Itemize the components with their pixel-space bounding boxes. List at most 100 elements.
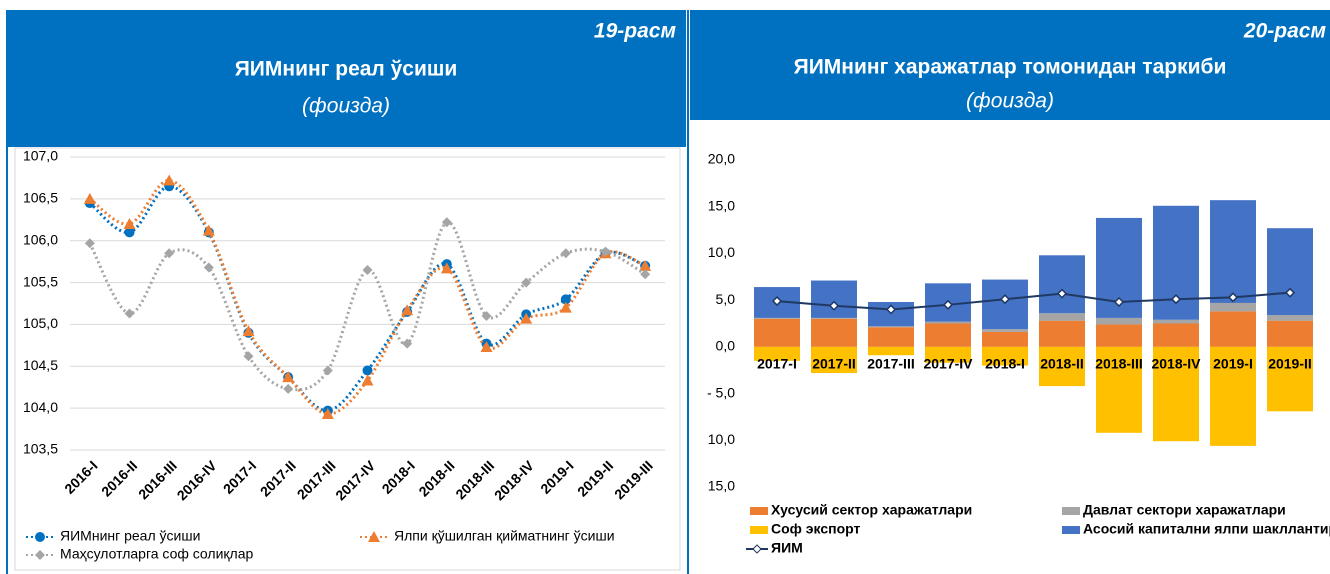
marker: [242, 325, 255, 337]
marker: [639, 259, 652, 271]
bar: [1039, 320, 1085, 347]
bar: [982, 331, 1028, 347]
marker: [999, 294, 1011, 305]
y-tick-label: 15,0: [708, 478, 735, 494]
series-line: [88, 220, 646, 392]
x-tick-label: 2016-I: [61, 457, 100, 496]
marker: [361, 374, 374, 386]
bar: [1039, 313, 1085, 321]
marker: [440, 262, 453, 274]
bar: [811, 346, 857, 374]
bar: [1267, 315, 1313, 321]
bar: [754, 346, 800, 361]
y-tick-label: 10,0: [708, 244, 735, 260]
marker: [441, 217, 452, 228]
bar: [1210, 346, 1256, 446]
x-tick-label: 2019-I: [537, 457, 576, 496]
bar: [1210, 200, 1256, 303]
marker: [1170, 294, 1182, 305]
marker: [481, 311, 492, 322]
y-tick-label: 105,0: [23, 315, 58, 331]
bar: [754, 318, 800, 347]
y-tick-label: 107,0: [23, 148, 58, 164]
marker: [368, 531, 380, 542]
series-line: [88, 178, 646, 416]
header-left: [7, 10, 686, 147]
chart-subtitle: (фоизда): [302, 95, 390, 118]
chart-title: ЯИМнинг харажатлар томонидан таркиби: [794, 56, 1227, 79]
bar: [925, 346, 971, 363]
plot-frame: [14, 147, 681, 571]
bar: [982, 346, 1028, 366]
marker: [203, 262, 214, 273]
y-tick-label: 105,5: [23, 273, 58, 289]
y-tick-label: - 5,0: [707, 384, 735, 400]
bar: [1267, 346, 1313, 412]
bar: [1096, 346, 1142, 433]
bar: [754, 317, 800, 319]
y-tick-label: 20,0: [708, 151, 735, 167]
marker: [520, 312, 533, 324]
legend-swatch: [750, 526, 768, 534]
marker: [480, 341, 493, 353]
x-tick-label: 2018-II: [1040, 356, 1084, 372]
bar: [1210, 311, 1256, 347]
series-line: [776, 291, 1291, 311]
bar: [868, 327, 914, 347]
bar: [1039, 255, 1085, 314]
bar: [1153, 346, 1199, 442]
chart-title: ЯИМнинг реал ўсиши: [235, 58, 458, 81]
x-tick-label: 2018-I: [985, 356, 1025, 372]
bar: [982, 279, 1028, 330]
marker: [322, 365, 333, 376]
x-tick-label: 2018-III: [452, 457, 497, 502]
x-tick-label: 2017-III: [867, 356, 914, 372]
marker: [1113, 296, 1125, 308]
y-tick-label: 103,5: [23, 441, 58, 457]
x-tick-label: 2016-III: [135, 457, 180, 502]
x-tick-label: 2018-IV: [491, 457, 537, 503]
marker: [640, 269, 651, 280]
marker: [123, 217, 136, 229]
legend-marker: [752, 544, 762, 554]
bar: [868, 346, 914, 356]
marker: [35, 550, 45, 560]
y-tick-label: 104,5: [23, 357, 58, 373]
x-tick-label: 2017-II: [257, 457, 299, 499]
legend-label: ЯИМнинг реал ўсиши: [60, 528, 200, 544]
marker: [35, 532, 45, 542]
bar: [1267, 228, 1313, 316]
marker: [321, 408, 334, 420]
y-tick-label: 10,0: [708, 431, 735, 447]
bar: [811, 280, 857, 318]
x-tick-label: 2018-III: [1095, 356, 1142, 372]
marker: [885, 304, 897, 315]
x-tick-label: 2016-II: [98, 457, 140, 499]
marker: [401, 304, 414, 316]
marker: [559, 301, 572, 313]
x-tick-label: 2017-IV: [923, 356, 973, 372]
bar: [811, 318, 857, 347]
marker: [202, 224, 215, 236]
y-tick-label: 104,0: [23, 399, 58, 415]
x-tick-label: 2018-IV: [1151, 356, 1201, 372]
y-tick-label: 15,0: [708, 197, 735, 213]
marker: [560, 294, 571, 305]
header-right: [690, 10, 1330, 120]
x-tick-label: 2017-I: [757, 356, 797, 372]
bar: [811, 317, 857, 319]
bar: [1153, 319, 1199, 324]
bar: [1153, 323, 1199, 347]
marker: [282, 371, 295, 383]
x-tick-label: 2018-I: [379, 457, 418, 496]
x-tick-label: 2016-IV: [174, 457, 220, 503]
bar: [1096, 317, 1142, 325]
marker: [362, 265, 373, 276]
marker: [164, 248, 175, 259]
marker: [362, 365, 373, 376]
chart-subtitle: (фоизда): [966, 90, 1054, 113]
marker: [942, 299, 954, 310]
legend-label: Хусусий сектор харажатлари: [771, 502, 972, 518]
x-tick-label: 2017-IV: [332, 457, 378, 503]
